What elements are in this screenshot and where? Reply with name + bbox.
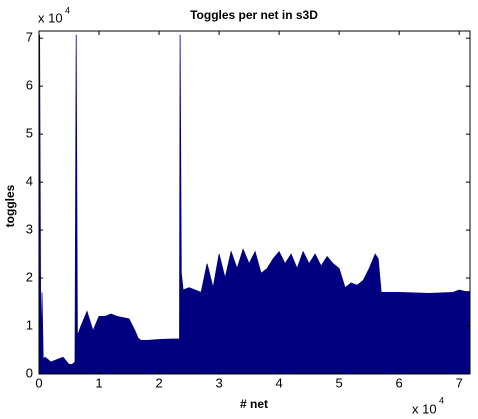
axes-box — [38, 30, 471, 375]
x-tick-label: 2 — [155, 375, 162, 390]
x-tick-label: 7 — [456, 375, 463, 390]
x-exponent: 4 — [439, 395, 444, 405]
x-tick-label: 6 — [396, 375, 403, 390]
x-tick-label: 1 — [95, 375, 102, 390]
y-exponent: 4 — [65, 5, 70, 15]
area — [38, 34, 471, 375]
y-tick-label: 1 — [26, 317, 33, 332]
x-axis-label: # net — [240, 397, 268, 411]
x-tick-label: 0 — [35, 375, 42, 390]
x-multiplier: x 10 — [412, 401, 437, 416]
y-tick-label: 3 — [26, 222, 33, 237]
y-tick-label: 7 — [26, 30, 33, 45]
chart-title: Toggles per net in s3D — [190, 8, 318, 22]
y-axis-label: toggles — [3, 184, 17, 227]
x-tick-label: 4 — [275, 375, 282, 390]
x-tick-label: 3 — [215, 375, 222, 390]
y-tick-label: 0 — [26, 365, 33, 380]
y-tick-label: 6 — [26, 78, 33, 93]
x-tick-label: 5 — [336, 375, 343, 390]
y-tick-label: 4 — [26, 174, 33, 189]
y-multiplier: x 10 — [38, 10, 63, 25]
y-tick-label: 2 — [26, 269, 33, 284]
y-tick-label: 5 — [26, 126, 33, 141]
